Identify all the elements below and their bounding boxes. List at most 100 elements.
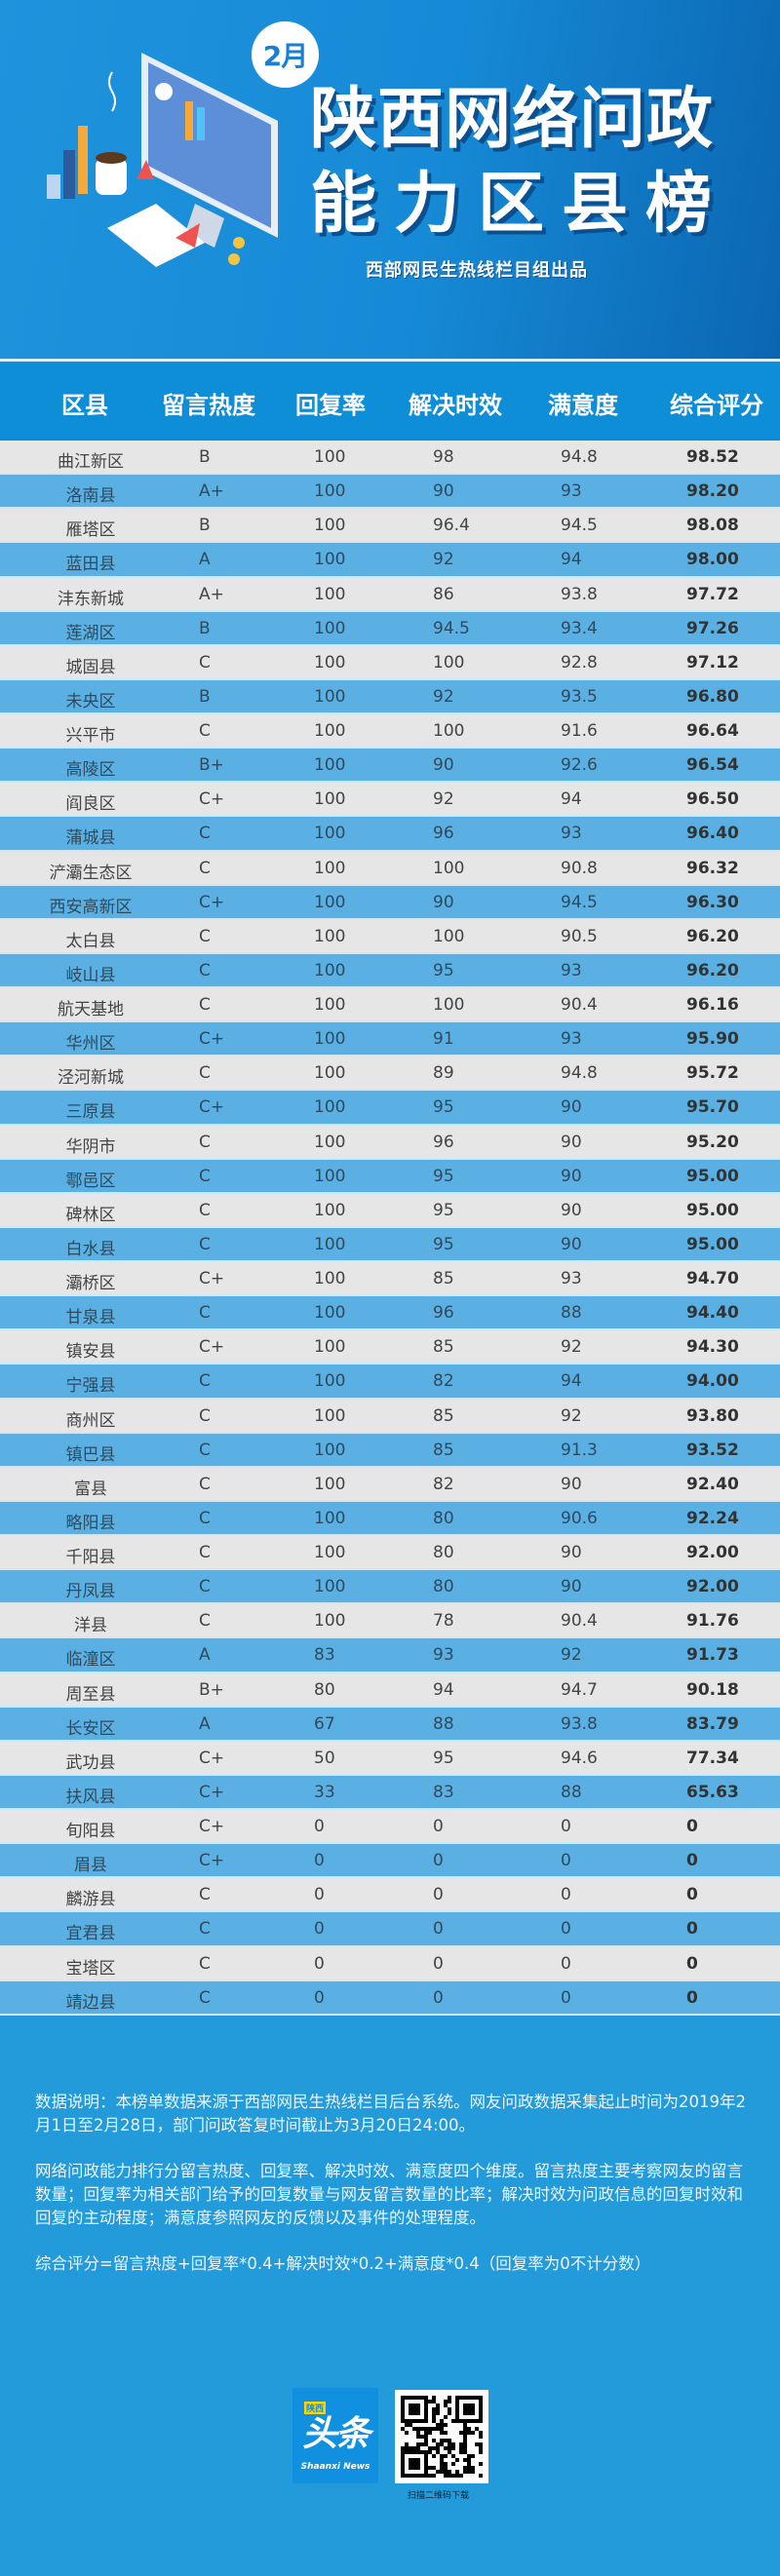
cell-heat: C <box>199 1919 211 1940</box>
cell-resolve-time: 96 <box>433 824 454 844</box>
cell-heat: C <box>199 652 211 673</box>
table-row: 城固县 C 100 100 92.8 97.12 <box>0 645 780 680</box>
table-row: 高陵区 B+ 100 90 92.6 96.54 <box>0 749 780 784</box>
cell-resolve-time: 95 <box>433 1748 454 1768</box>
cell-score: 91.76 <box>686 1611 739 1632</box>
cell-heat: C <box>199 1405 211 1426</box>
cell-reply-rate: 100 <box>314 1200 346 1220</box>
cell-heat: C <box>199 1508 211 1528</box>
cell-satisfaction: 94 <box>561 550 582 570</box>
cell-reply-rate: 100 <box>314 584 346 604</box>
cell-score: 92.00 <box>686 1577 739 1597</box>
header-satisfaction: 满意度 <box>548 392 618 419</box>
cell-district: 眉县 <box>74 1856 107 1876</box>
cell-reply-rate: 0 <box>314 1919 325 1940</box>
cell-reply-rate: 67 <box>314 1713 335 1734</box>
cell-heat: C <box>199 926 211 946</box>
cell-reply-rate: 100 <box>314 1029 346 1050</box>
table-row: 旬阳县 C+ 0 0 0 0 <box>0 1810 780 1845</box>
cell-district: 麟游县 <box>65 1890 116 1910</box>
cell-heat: C <box>199 1371 211 1392</box>
table-header: 区县 留言热度 回复率 解决时效 满意度 综合评分 <box>0 359 780 441</box>
cell-heat: B <box>199 447 211 467</box>
cell-heat: C <box>199 1953 211 1974</box>
cell-district: 兴平市 <box>65 726 116 746</box>
cell-heat: C+ <box>199 1782 225 1802</box>
cell-score: 98.20 <box>686 481 739 502</box>
cell-resolve-time: 95 <box>433 1097 454 1118</box>
cell-heat: C+ <box>199 892 225 912</box>
cell-district: 宜君县 <box>65 1924 116 1944</box>
cell-satisfaction: 90.8 <box>561 858 598 878</box>
month-badge: 2月 <box>252 21 319 88</box>
cell-satisfaction: 0 <box>561 1851 571 1871</box>
cell-score: 0 <box>686 1953 698 1974</box>
cell-resolve-time: 0 <box>433 1919 444 1940</box>
cell-reply-rate: 50 <box>314 1748 335 1768</box>
cell-satisfaction: 90 <box>561 1200 582 1220</box>
cell-district: 城固县 <box>65 657 116 677</box>
cell-district: 华阴市 <box>65 1136 116 1157</box>
cell-heat: B <box>199 516 211 536</box>
cell-satisfaction: 94 <box>561 789 582 810</box>
cell-satisfaction: 90.6 <box>561 1508 598 1528</box>
cell-reply-rate: 83 <box>314 1645 335 1666</box>
cell-district: 高陵区 <box>65 760 116 781</box>
cell-satisfaction: 90.4 <box>561 1611 598 1632</box>
cell-district: 泾河新城 <box>58 1068 124 1089</box>
cell-heat: C <box>199 1132 211 1152</box>
cell-satisfaction: 90 <box>561 1474 582 1494</box>
cell-reply-rate: 100 <box>314 1166 346 1186</box>
cell-district: 丹凤县 <box>65 1582 116 1602</box>
cell-resolve-time: 91 <box>433 1029 454 1050</box>
table-row: 鄠邑区 C 100 95 90 95.00 <box>0 1159 780 1194</box>
cell-satisfaction: 92.8 <box>561 652 598 673</box>
cell-resolve-time: 93 <box>433 1645 454 1666</box>
cell-satisfaction: 93 <box>561 824 582 844</box>
table-row: 宝塔区 C 0 0 0 0 <box>0 1946 780 1981</box>
table-row: 长安区 A 67 88 93.8 83.79 <box>0 1707 780 1742</box>
cell-score: 94.70 <box>686 1269 739 1288</box>
cell-resolve-time: 98 <box>433 447 454 467</box>
cell-resolve-time: 80 <box>433 1577 454 1597</box>
qr-code[interactable] <box>395 2390 488 2483</box>
cell-resolve-time: 90 <box>433 892 454 912</box>
cell-satisfaction: 93.4 <box>561 618 598 638</box>
cell-resolve-time: 83 <box>433 1782 454 1802</box>
cell-resolve-time: 85 <box>433 1440 454 1460</box>
cell-reply-rate: 100 <box>314 686 346 707</box>
cell-score: 0 <box>686 1851 698 1871</box>
cell-score: 96.30 <box>686 892 739 912</box>
cell-resolve-time: 78 <box>433 1611 454 1632</box>
table-row: 未央区 B 100 92 93.5 96.80 <box>0 679 780 714</box>
cell-reply-rate: 100 <box>314 447 346 467</box>
table-row: 洛南县 A+ 100 90 93 98.20 <box>0 475 780 510</box>
cell-reply-rate: 100 <box>314 926 346 946</box>
cell-reply-rate: 100 <box>314 1269 346 1288</box>
cell-heat: C <box>199 960 211 980</box>
cell-heat: C <box>199 1166 211 1186</box>
cell-score: 0 <box>686 1919 698 1940</box>
cell-resolve-time: 100 <box>433 652 465 673</box>
cell-reply-rate: 100 <box>314 1611 346 1632</box>
cell-reply-rate: 100 <box>314 1303 346 1324</box>
cell-heat: A+ <box>199 481 224 502</box>
cell-district: 未央区 <box>65 691 116 711</box>
table-row: 临潼区 A 83 93 92 91.73 <box>0 1638 780 1673</box>
cell-score: 95.72 <box>686 1063 739 1084</box>
cell-satisfaction: 0 <box>561 1987 571 2008</box>
cell-district: 宁强县 <box>65 1376 116 1397</box>
cell-resolve-time: 0 <box>433 1851 444 1871</box>
table-row: 航天基地 C 100 100 90.4 96.16 <box>0 988 780 1023</box>
cell-satisfaction: 93 <box>561 1029 582 1050</box>
cell-satisfaction: 94.8 <box>561 447 598 467</box>
table-row: 蒲城县 C 100 96 93 96.40 <box>0 817 780 852</box>
cell-satisfaction: 93.5 <box>561 686 598 707</box>
header-reply-rate: 回复率 <box>295 392 366 419</box>
cell-district: 沣东新城 <box>58 589 124 609</box>
cell-heat: C <box>199 1303 211 1324</box>
subtitle: 西部网民生热线栏目组出品 <box>366 260 588 281</box>
cell-reply-rate: 100 <box>314 1337 346 1358</box>
note-dimensions: 网络问政能力排行分留言热度、回复率、解决时效、满意度四个维度。留言热度主要考察网… <box>35 2162 743 2227</box>
table-row: 白水县 C 100 95 90 95.00 <box>0 1227 780 1262</box>
